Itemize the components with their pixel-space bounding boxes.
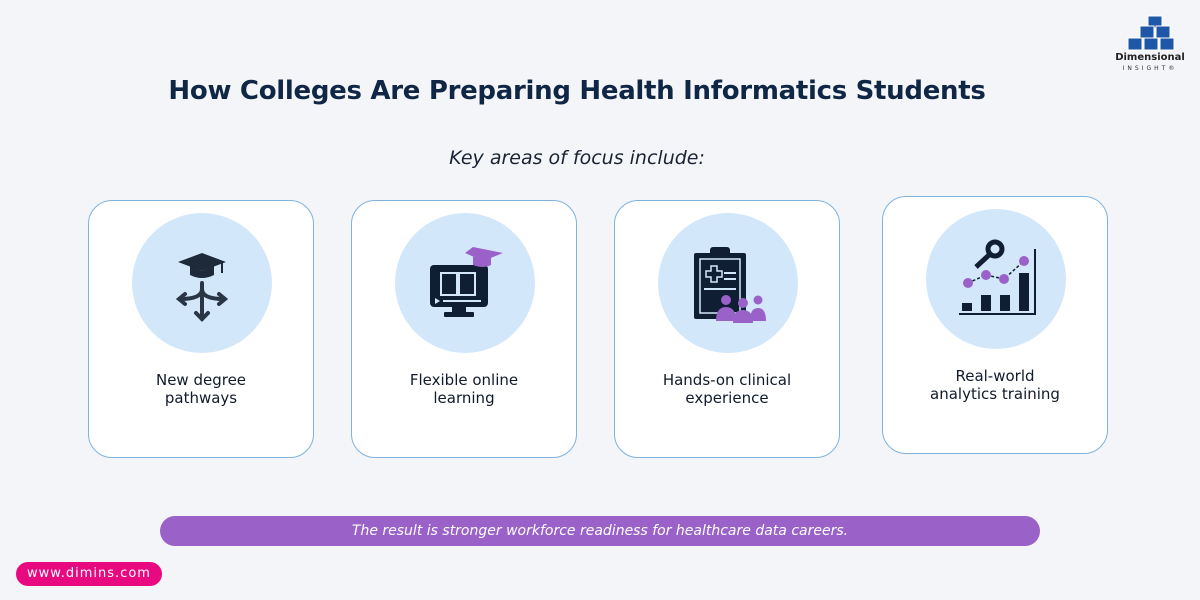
card-label: Flexible online learning — [409, 371, 519, 407]
card-label: Hands-on clinical experience — [662, 371, 792, 407]
icon-circle — [395, 213, 535, 353]
dimensional-insight-logo: Dimensional INSIGHT® — [1110, 14, 1190, 84]
graduation-cap-branching-arrows-icon — [175, 253, 229, 322]
website-link[interactable]: www.dimins.com — [16, 562, 162, 586]
icon-circle — [132, 213, 272, 353]
result-banner: The result is stronger workforce readine… — [160, 516, 1040, 546]
icon-circle — [926, 209, 1066, 349]
brand-subname: INSIGHT® — [1122, 65, 1178, 72]
subtitle: Key areas of focus include: — [449, 147, 705, 169]
bar-chart-magnifier-icon — [959, 239, 1036, 315]
clipboard-medical-team-icon — [694, 247, 766, 323]
page-title: How Colleges Are Preparing Health Inform… — [168, 76, 986, 106]
card-analytics-training: Real-world analytics training — [882, 196, 1108, 454]
card-label: New degree pathways — [155, 371, 247, 407]
card-online-learning: Flexible online learning — [351, 200, 577, 458]
cubes-logo-icon — [1127, 15, 1175, 51]
monitor-book-graduation-cap-icon — [430, 247, 503, 317]
card-clinical-experience: Hands-on clinical experience — [614, 200, 840, 458]
brand-name: Dimensional — [1115, 52, 1185, 63]
icon-circle — [658, 213, 798, 353]
card-label: Real-world analytics training — [930, 367, 1060, 403]
card-degree-pathways: New degree pathways — [88, 200, 314, 458]
